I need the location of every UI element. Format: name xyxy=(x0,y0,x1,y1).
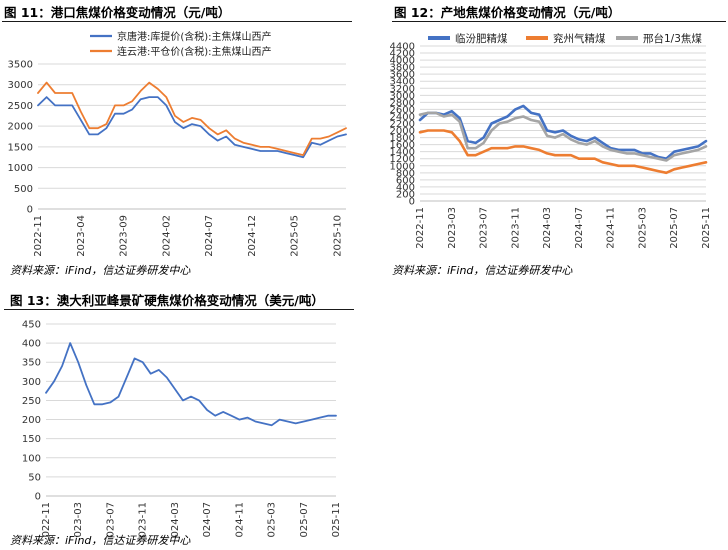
x-tick-label: 2024-02 xyxy=(161,215,172,257)
source-note: 资料来源：iFind，信达证券研发中心 xyxy=(10,534,191,547)
y-tick-label: 600 xyxy=(396,175,415,186)
x-tick-label: 2023-03 xyxy=(73,502,84,538)
x-tick-label: 2025-10 xyxy=(332,215,343,257)
y-tick-label: 800 xyxy=(396,168,415,179)
y-tick-label: 4200 xyxy=(390,49,415,60)
x-tick-label: 2025-07 xyxy=(299,502,310,538)
x-tick-label: 2024-11 xyxy=(234,502,245,538)
legend-label: 兖州气精煤 xyxy=(553,32,606,45)
y-tick-label: 100 xyxy=(22,453,41,464)
y-tick-label: 0 xyxy=(35,492,41,503)
x-tick-label: 2024-07 xyxy=(574,207,585,249)
x-tick-label: 2024-03 xyxy=(542,207,553,249)
y-tick-label: 250 xyxy=(22,396,41,407)
x-tick-label: 2025-03 xyxy=(637,207,648,249)
y-tick-label: 1400 xyxy=(390,147,415,158)
y-tick-label: 2000 xyxy=(8,122,33,133)
x-tick-label: 2024-03 xyxy=(170,502,181,538)
figure-title: 图 13：澳大利亚峰景矿硬焦煤价格变动情况（美元/吨） xyxy=(10,293,324,308)
y-tick-label: 1000 xyxy=(8,163,33,174)
y-tick-label: 2200 xyxy=(390,119,415,130)
x-tick-label: 2023-04 xyxy=(76,215,87,257)
y-tick-label: 2500 xyxy=(8,101,33,112)
y-tick-label: 400 xyxy=(22,339,41,350)
y-tick-label: 3800 xyxy=(390,63,415,74)
x-tick-label: 2025-07 xyxy=(669,207,680,249)
x-tick-label: 2025-03 xyxy=(267,502,278,538)
legend-label: 连云港:平仓价(含税):主焦煤山西产 xyxy=(117,45,272,58)
x-tick-label: 2024-07 xyxy=(204,215,215,257)
y-tick-label: 3500 xyxy=(8,60,33,71)
y-tick-label: 1000 xyxy=(390,161,415,172)
port-coking-coal-price-chart: 0 500 1000 1500 2000 2500 3000 3500 2022-11 2023-… xyxy=(8,30,347,257)
title-underline xyxy=(392,21,726,22)
legend-label: 京唐港:库提价(含税):主焦煤山西产 xyxy=(117,30,272,43)
y-tick-label: 4000 xyxy=(390,56,415,67)
y-tick-label: 3400 xyxy=(390,77,415,88)
series-line xyxy=(418,129,708,175)
y-tick-label: 4400 xyxy=(390,42,415,53)
y-tick-label: 1800 xyxy=(390,133,415,144)
y-tick-label: 3000 xyxy=(8,80,33,91)
figure-13: 图 13：澳大利亚峰景矿硬焦煤价格变动情况（美元/吨） 0 50 100 150 200… xyxy=(0,286,360,550)
series-line xyxy=(37,81,347,156)
y-tick-label: 500 xyxy=(14,184,33,195)
y-tick-label: 2000 xyxy=(390,126,415,137)
x-tick-label: 2023-09 xyxy=(119,215,130,257)
series-line xyxy=(418,111,708,162)
series-line xyxy=(418,104,708,160)
legend-label: 邢台1/3焦煤 xyxy=(643,32,702,45)
y-tick-label: 1600 xyxy=(390,140,415,151)
x-tick-label: 2022-11 xyxy=(33,215,44,257)
x-tick-label: 2025-11 xyxy=(701,207,712,249)
source-note: 资料来源：iFind，信达证券研发中心 xyxy=(10,264,191,277)
y-tick-label: 0 xyxy=(27,205,33,216)
y-tick-label: 150 xyxy=(22,434,41,445)
y-tick-label: 350 xyxy=(22,358,41,369)
figure-title: 图 11：港口焦煤价格变动情况（元/吨） xyxy=(4,5,231,20)
y-tick-label: 200 xyxy=(22,415,41,426)
title-underline xyxy=(4,309,354,310)
y-tick-label: 2400 xyxy=(390,112,415,123)
y-tick-label: 3200 xyxy=(390,84,415,95)
y-tick-label: 200 xyxy=(396,189,415,200)
x-tick-label: 2022-11 xyxy=(415,207,426,249)
y-tick-label: 50 xyxy=(28,472,41,483)
origin-coking-coal-price-chart: 0200400600800100012001400160018002000220… xyxy=(390,32,712,249)
y-tick-label: 3600 xyxy=(390,70,415,81)
australia-peak-downs-price-chart: 0 50 100 150 200 250 300 350 400 450 2022-11 2023-0… xyxy=(22,320,342,539)
y-tick-label: 1200 xyxy=(390,154,415,165)
x-tick-label: 2024-07 xyxy=(202,502,213,538)
x-tick-label: 2023-07 xyxy=(105,502,116,538)
x-tick-label: 2023-11 xyxy=(510,207,521,249)
figure-title: 图 12：产地焦煤价格变动情况（元/吨） xyxy=(394,5,621,20)
source-note: 资料来源：iFind，信达证券研发中心 xyxy=(392,264,573,277)
y-tick-label: 300 xyxy=(22,377,41,388)
x-tick-label: 2023-03 xyxy=(447,207,458,249)
x-tick-label: 2025-11 xyxy=(331,502,342,538)
x-tick-label: 2023-07 xyxy=(479,207,490,249)
x-tick-label: 2024-11 xyxy=(606,207,617,249)
figure-12: 图 12：产地焦煤价格变动情况（元/吨） 0 200 400 600 800 1000 12… xyxy=(370,0,728,278)
y-tick-label: 2800 xyxy=(390,98,415,109)
y-tick-label: 2600 xyxy=(390,105,415,116)
x-tick-label: 2023-11 xyxy=(138,502,149,538)
legend-label: 临汾肥精煤 xyxy=(455,32,508,45)
title-underline xyxy=(2,21,352,22)
series-line xyxy=(37,96,347,159)
y-tick-label: 0 xyxy=(409,197,415,208)
y-tick-label: 400 xyxy=(396,182,415,193)
y-tick-label: 450 xyxy=(22,320,41,331)
y-tick-label: 1500 xyxy=(8,142,33,153)
series-line xyxy=(45,342,337,427)
x-tick-label: 2022-11 xyxy=(41,502,52,538)
x-tick-label: 2025-05 xyxy=(290,215,301,257)
figure-11: 图 11：港口焦煤价格变动情况（元/吨） 0 500 1000 1500 2000 250… xyxy=(0,0,360,278)
y-tick-label: 3000 xyxy=(390,91,415,102)
x-tick-label: 2024-12 xyxy=(247,215,258,257)
